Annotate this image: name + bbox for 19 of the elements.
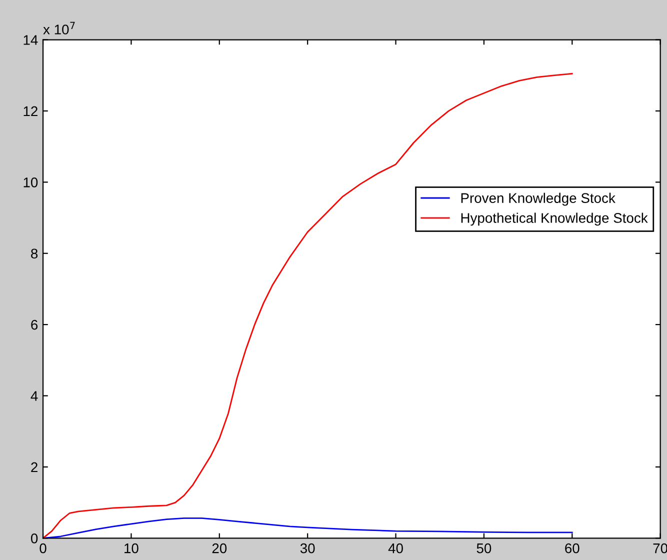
y-tick-label: 12 [24, 106, 38, 116]
y-tick-label: 8 [31, 248, 38, 259]
x-tick-label: 0 [40, 543, 46, 554]
x-tick-label: 10 [124, 543, 138, 554]
y-tick-label: 2 [31, 462, 38, 472]
legend-label: Proven Knowledge Stock [461, 192, 616, 206]
text: x 10$^{7}$ [43, 22, 75, 34]
x-tick-label: 40 [388, 543, 403, 554]
y-tick-label: 14 [24, 35, 38, 45]
line-series [43, 518, 573, 538]
x-tick-label: 20 [212, 543, 227, 554]
x-tick-label: 30 [300, 543, 315, 554]
x-tick-label: 50 [476, 543, 492, 554]
x-tick-label: 60 [565, 543, 580, 554]
legend-label: Hypothetical Knowledge Stock [461, 212, 648, 226]
y-tick-label: 6 [31, 320, 38, 330]
y-tick-label: 10 [24, 177, 38, 188]
y-tick-label: 4 [30, 391, 38, 401]
y-tick-label: 0 [30, 533, 38, 544]
